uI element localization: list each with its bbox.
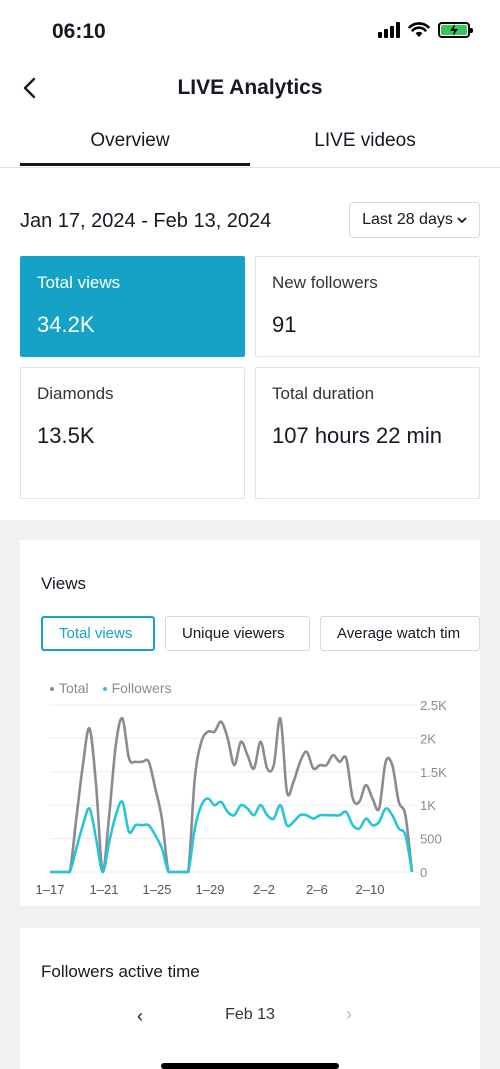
views-line-chart: 2.5K 2K 1.5K 1K 500 0 1–17 1–21 1–25 1–29 2–2 2–6 2–… — [36, 698, 448, 897]
x-tick-label: 1–21 — [90, 882, 119, 897]
chip-total-views[interactable]: Total views — [41, 616, 155, 651]
date-navigator: ‹ Feb 13 › — [20, 1004, 480, 1030]
metric-card-total-duration[interactable]: Total duration 107 hours 22 min — [255, 367, 480, 499]
followers-active-section: Followers active time ‹ Feb 13 › — [20, 928, 480, 1069]
metric-card-total-views[interactable]: Total views 34.2K — [20, 256, 245, 357]
metric-value: 34.2K — [37, 312, 95, 337]
y-tick-label: 2K — [420, 731, 436, 746]
legend-total: Total — [50, 680, 89, 696]
y-tick-label: 500 — [420, 832, 442, 847]
x-tick-label: 1–17 — [36, 882, 65, 897]
metric-label: Total views — [37, 273, 121, 292]
status-time: 06:10 — [52, 20, 106, 43]
legend-dot-icon — [50, 687, 54, 692]
date-range-row: Jan 17, 2024 - Feb 13, 2024 Last 28 days — [20, 202, 480, 238]
x-tick-label: 1–25 — [143, 882, 172, 897]
metric-value: 107 hours 22 min — [272, 423, 442, 448]
signal-icon — [378, 22, 400, 38]
legend-dot-icon — [102, 687, 107, 692]
x-tick-label: 2–6 — [306, 882, 328, 897]
y-tick-label: 0 — [420, 865, 427, 880]
active-date: Feb 13 — [225, 1006, 275, 1023]
page-title: LIVE Analytics — [177, 76, 323, 99]
views-section: Views Total views Unique viewers Average… — [20, 540, 480, 906]
chevron-right-icon[interactable]: › — [346, 1004, 352, 1024]
metric-value: 13.5K — [37, 423, 95, 448]
period-label: Last 28 days — [362, 211, 453, 228]
battery-icon — [438, 22, 473, 38]
metric-label: Total duration — [272, 384, 375, 403]
followers-active-title: Followers active time — [41, 962, 200, 981]
header: LIVE Analytics — [0, 66, 500, 114]
legend-followers: Followers — [102, 680, 171, 696]
status-icons — [378, 22, 473, 38]
y-tick-label: 1K — [420, 798, 436, 813]
metric-label: Diamonds — [37, 384, 114, 403]
metric-card-diamonds[interactable]: Diamonds 13.5K — [20, 367, 245, 499]
chevron-left-icon[interactable]: ‹ — [137, 1006, 143, 1026]
metric-card-new-followers[interactable]: New followers 91 — [255, 256, 480, 357]
period-dropdown[interactable]: Last 28 days — [349, 202, 480, 238]
y-tick-label: 2.5K — [420, 698, 447, 713]
tab-overview[interactable]: Overview — [90, 130, 170, 151]
status-bar: 06:10 — [0, 0, 500, 66]
overview-panel: 06:10 LIVE Analytics Overview LIVE video — [0, 0, 500, 520]
series-line-total — [50, 716, 414, 874]
home-indicator — [161, 1063, 339, 1069]
chip-unique-viewers[interactable]: Unique viewers — [165, 616, 310, 651]
chevron-down-icon — [457, 217, 467, 224]
back-chevron-icon[interactable] — [18, 76, 42, 100]
x-tick-label: 2–2 — [253, 882, 275, 897]
x-tick-label: 1–29 — [196, 882, 225, 897]
y-tick-label: 1.5K — [420, 765, 447, 780]
x-tick-label: 2–10 — [356, 882, 385, 897]
wifi-icon — [408, 22, 430, 37]
tab-bar: Overview LIVE videos — [0, 114, 500, 168]
metric-value: 91 — [272, 312, 297, 337]
chart-legend: Total Followers — [50, 680, 171, 696]
tab-active-indicator — [20, 163, 250, 166]
metric-label: New followers — [272, 273, 378, 292]
chip-average-watch-time[interactable]: Average watch tim — [320, 616, 480, 651]
views-title: Views — [41, 574, 87, 593]
tab-live-videos[interactable]: LIVE videos — [314, 130, 416, 151]
date-range: Jan 17, 2024 - Feb 13, 2024 — [20, 210, 272, 232]
series-line-followers — [50, 797, 414, 874]
